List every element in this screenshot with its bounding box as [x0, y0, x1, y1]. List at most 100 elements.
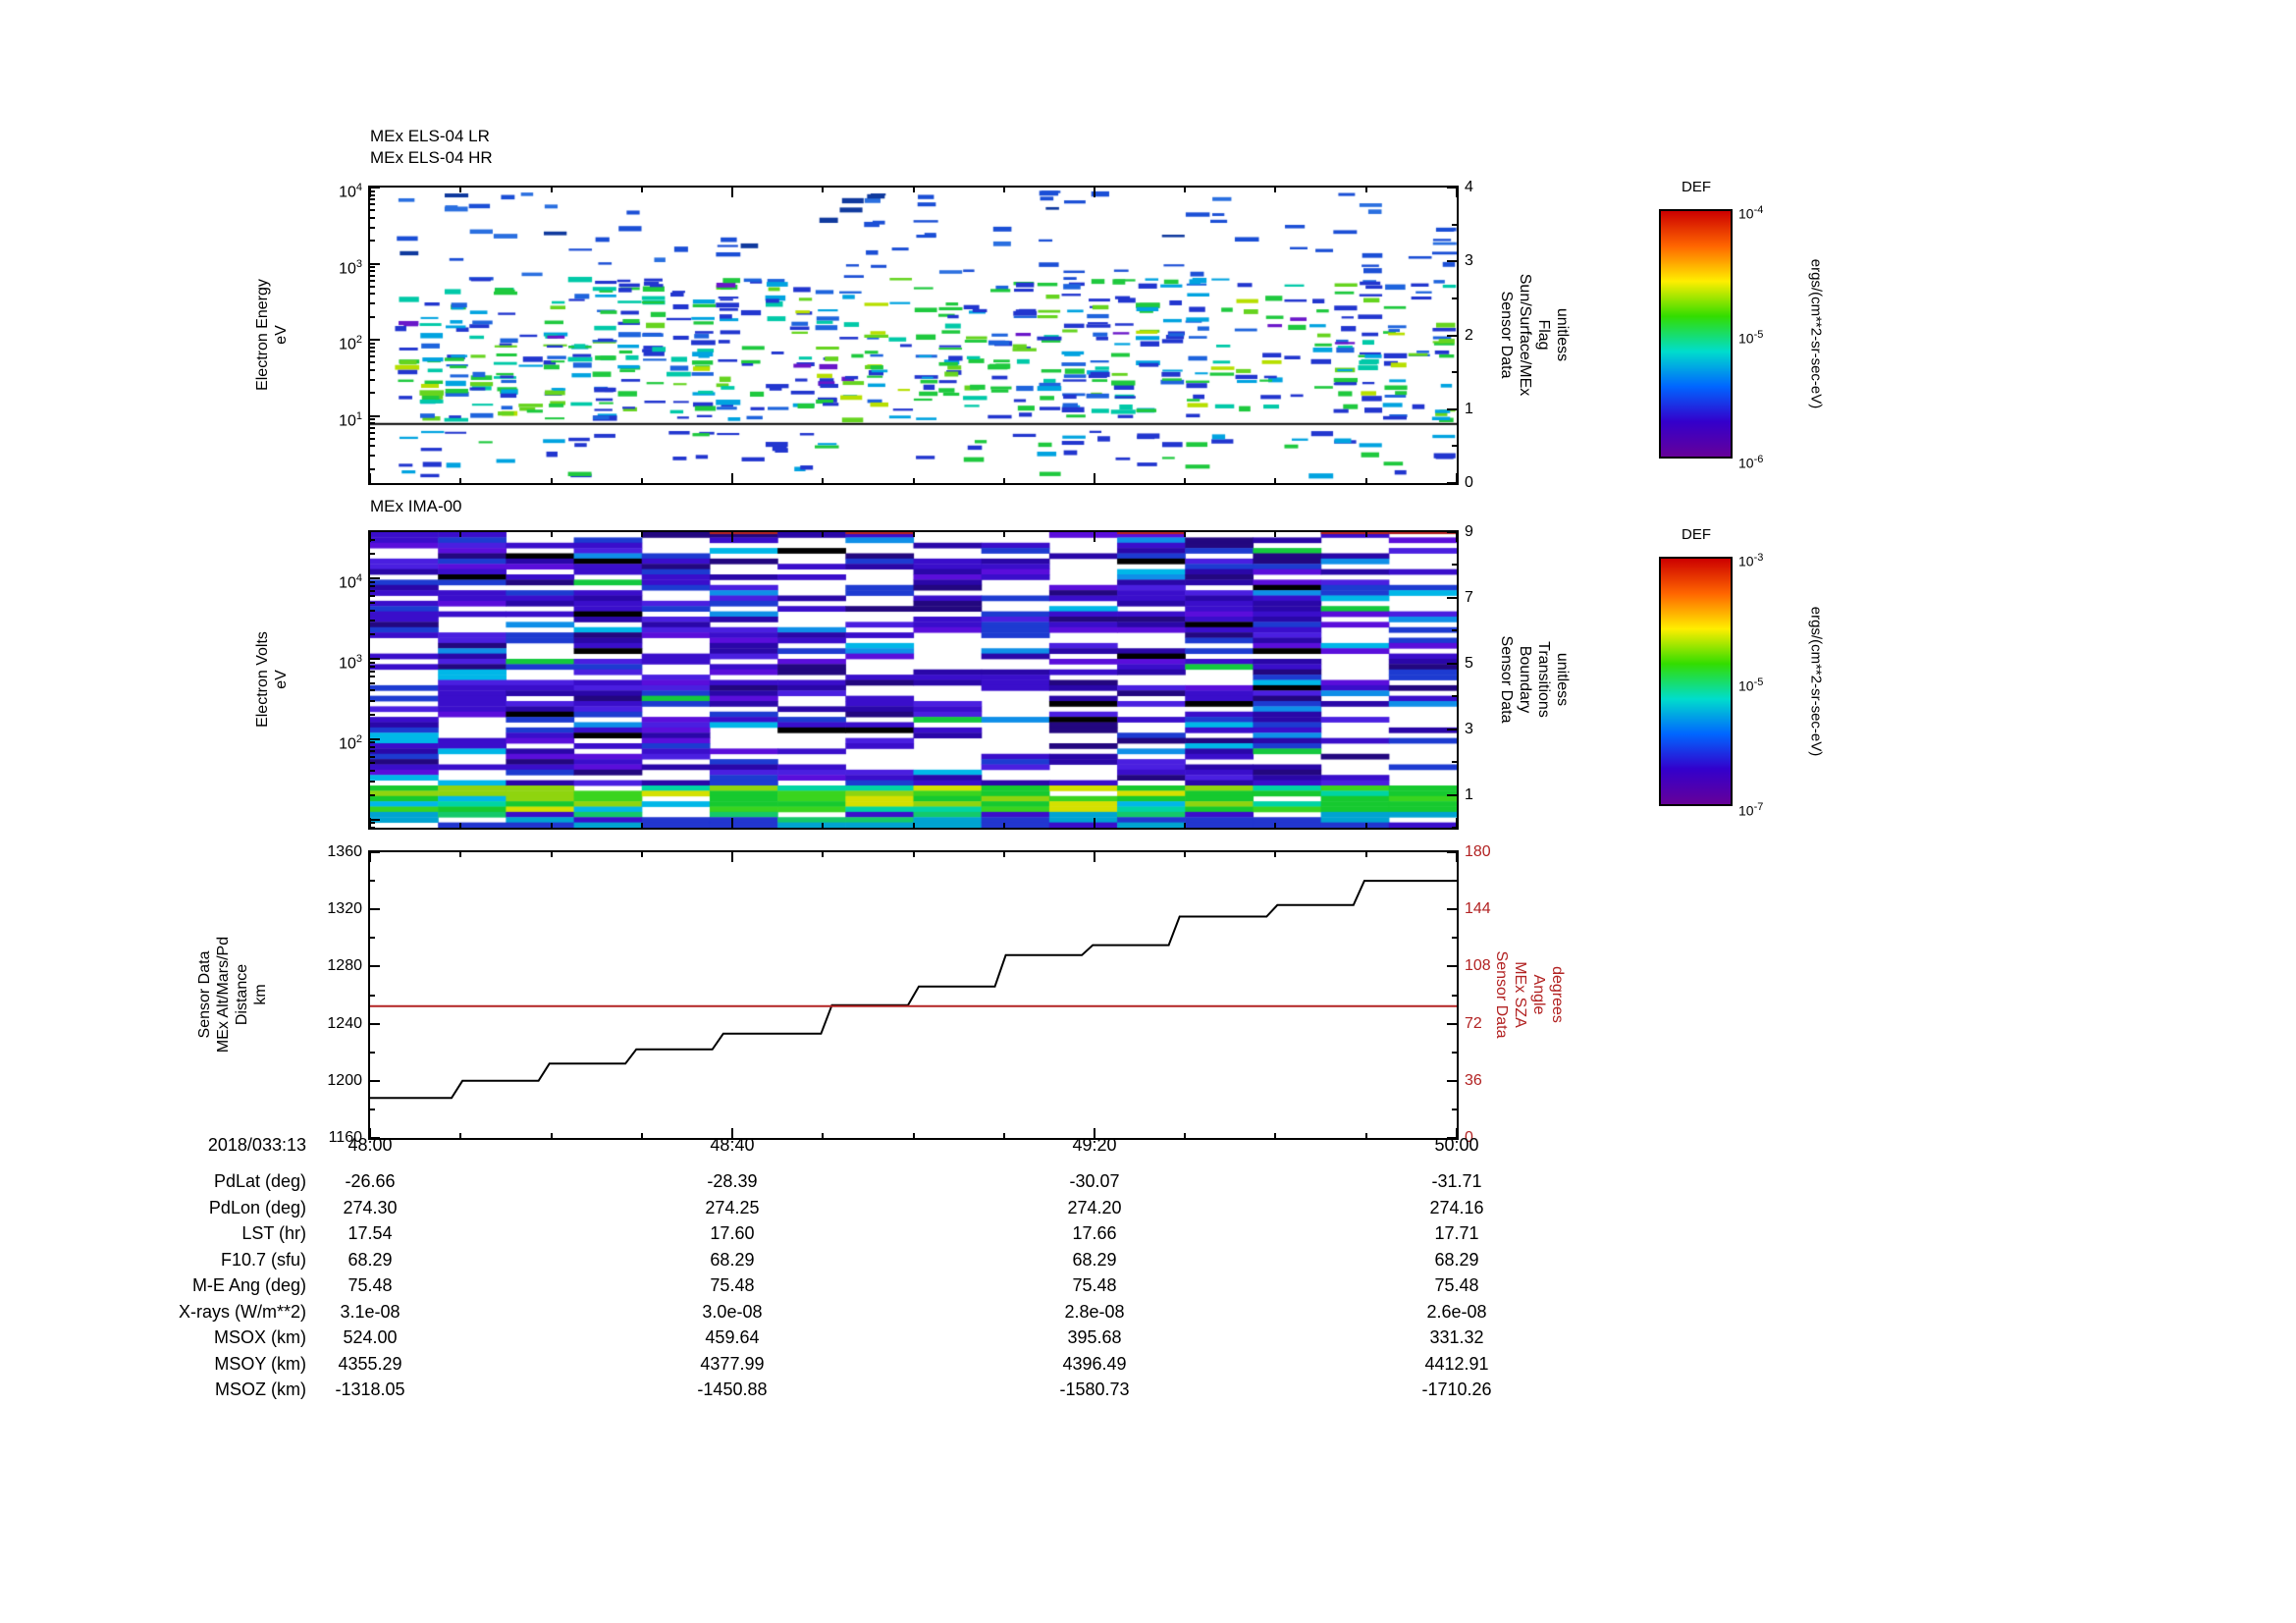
els-y-tick-label: 102 [339, 334, 362, 353]
tick-mark [1274, 1133, 1277, 1138]
tick-mark [1274, 532, 1277, 537]
ephemeris-value: 68.29 [1434, 1249, 1479, 1270]
tick-mark [370, 279, 375, 282]
tick-mark [370, 1079, 380, 1082]
tick-mark [370, 422, 375, 425]
els-colorbar-title: DEF [1682, 179, 1711, 195]
tick-mark [1184, 1133, 1187, 1138]
tick-mark [1447, 662, 1457, 665]
tick-mark [1094, 818, 1095, 828]
tick-mark [1456, 473, 1458, 483]
tick-mark [459, 852, 462, 857]
tick-mark [370, 601, 375, 604]
ephemeris-value: -26.66 [345, 1171, 396, 1191]
ephemeris-value: -1580.73 [1059, 1380, 1130, 1399]
tick-mark [912, 532, 915, 537]
tick-mark [1094, 532, 1095, 542]
tick-mark [1364, 478, 1367, 483]
tick-mark [1184, 188, 1187, 192]
tick-mark [369, 188, 371, 197]
altitude-sza-lines [370, 880, 1457, 1100]
ephemeris-row-label: LST (hr) [241, 1223, 306, 1243]
tick-mark [730, 188, 733, 197]
tick-mark [370, 822, 375, 825]
tick-mark [370, 355, 375, 358]
axis-label-line: Distance [234, 963, 250, 1026]
tick-mark [1452, 827, 1457, 829]
els-y-tick-label: 104 [339, 182, 362, 201]
tick-mark [1452, 695, 1457, 698]
tick-mark [369, 852, 371, 862]
tick-mark [370, 699, 375, 702]
tick-mark [822, 823, 825, 828]
tick-mark [1447, 1079, 1457, 1082]
tick-mark [370, 538, 375, 541]
tick-mark [370, 302, 375, 305]
tick-mark [1002, 852, 1005, 857]
tick-mark [1452, 297, 1457, 299]
tick-mark [370, 193, 375, 196]
tick-mark [1447, 407, 1457, 410]
tick-mark [370, 346, 375, 349]
ephemeris-value: 3.0e-08 [702, 1301, 763, 1322]
sza-right-tick-label: 72 [1465, 1014, 1482, 1032]
tick-mark [1447, 965, 1457, 968]
x-time-tick-label: 49:20 [1072, 1135, 1117, 1155]
ima-panel-title: MEx IMA-00 [370, 496, 462, 517]
tick-mark [370, 1108, 375, 1110]
ephemeris-value: 395.68 [1067, 1327, 1122, 1347]
ephemeris-value: 2.6e-08 [1426, 1301, 1487, 1322]
tick-mark [730, 818, 733, 828]
tick-mark [370, 368, 375, 371]
axis-label-line: eV [273, 670, 290, 689]
tick-mark [822, 532, 825, 537]
els-colorbar-tick-label: 10-5 [1738, 329, 1764, 347]
tick-mark [1452, 937, 1457, 940]
els-y-tick-label: 103 [339, 257, 362, 277]
els-title-line2: MEx ELS-04 HR [370, 148, 493, 167]
tick-mark [1447, 187, 1457, 189]
tick-mark [822, 478, 825, 483]
ima-title-line1: MEx IMA-00 [370, 497, 462, 515]
els-right-tick-label: 4 [1465, 179, 1473, 195]
tick-mark [370, 189, 375, 192]
ima-right-tick-label: 3 [1465, 720, 1473, 737]
tick-mark [912, 852, 915, 857]
tick-mark [370, 455, 375, 458]
tick-mark [1094, 1128, 1095, 1138]
tick-mark [370, 661, 375, 664]
ephemeris-value: -1318.05 [335, 1380, 405, 1399]
tick-mark [369, 1128, 371, 1138]
tick-mark [370, 595, 375, 598]
tick-mark [1452, 445, 1457, 448]
tick-mark [459, 478, 462, 483]
tick-mark [459, 532, 462, 537]
ephemeris-value: 17.54 [347, 1223, 393, 1243]
tick-mark [370, 414, 380, 417]
tick-mark [640, 852, 643, 857]
tick-mark [1456, 1128, 1458, 1138]
tick-mark [640, 823, 643, 828]
ephemeris-row-label: F10.7 (sfu) [220, 1249, 306, 1270]
tick-mark [370, 741, 375, 744]
tick-mark [822, 1133, 825, 1138]
tick-mark [370, 770, 375, 773]
tick-mark [370, 851, 380, 853]
tick-mark [370, 216, 375, 219]
tick-mark [370, 689, 375, 692]
tick-mark [1364, 852, 1367, 857]
tick-mark [730, 852, 733, 862]
tick-mark [730, 1128, 733, 1138]
tick-mark [550, 823, 553, 828]
els-right-tick-label: 2 [1465, 326, 1473, 344]
tick-mark [1452, 880, 1457, 883]
tick-mark [1456, 818, 1458, 828]
tick-mark [370, 745, 375, 748]
axis-label-line: unitless [1554, 652, 1571, 707]
tick-mark [370, 226, 375, 229]
els-colorbar-tick-label: 10-6 [1738, 454, 1764, 471]
ima-y-tick-label: 104 [339, 571, 362, 592]
ephemeris-value: 331.32 [1429, 1327, 1484, 1347]
sza-right-tick-label: 36 [1465, 1071, 1482, 1089]
ima-colorbar-title: DEF [1682, 526, 1711, 543]
